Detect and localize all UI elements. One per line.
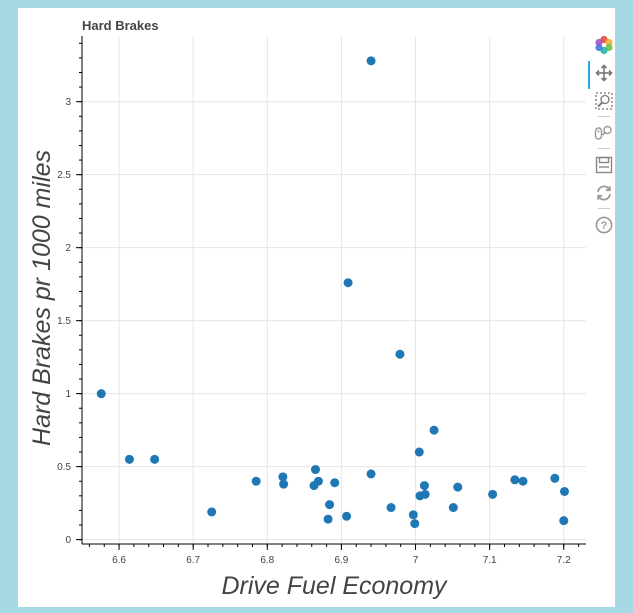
x-tick-label: 6.9 bbox=[334, 555, 348, 566]
data-point bbox=[323, 514, 333, 524]
box-zoom-icon[interactable] bbox=[594, 91, 614, 111]
reset-icon[interactable] bbox=[594, 183, 614, 203]
data-point bbox=[408, 510, 418, 520]
x-tick-label: 7 bbox=[413, 555, 419, 566]
data-point bbox=[559, 516, 569, 526]
data-point bbox=[453, 482, 463, 492]
x-tick-label: 6.6 bbox=[112, 555, 126, 566]
data-point bbox=[342, 511, 352, 521]
y-tick-label: 1.5 bbox=[57, 316, 71, 327]
svg-text:?: ? bbox=[601, 220, 608, 232]
data-point bbox=[310, 465, 320, 475]
data-point bbox=[395, 349, 405, 359]
save-icon[interactable] bbox=[594, 155, 614, 175]
y-tick-label: 2.5 bbox=[57, 170, 71, 181]
x-tick-label: 7.1 bbox=[483, 555, 497, 566]
plot-title: Hard Brakes bbox=[82, 18, 159, 33]
y-tick-label: 1 bbox=[65, 389, 71, 400]
chart: 6.6 6.7 6.8 6.9 7 7.1 7.2 0 0.5 1 1.5 2 2.5 3 Drive Fu… bbox=[28, 36, 586, 600]
pan-icon[interactable] bbox=[594, 63, 614, 83]
data-point bbox=[414, 447, 424, 457]
data-point bbox=[124, 454, 134, 464]
data-point bbox=[419, 481, 429, 491]
x-tick-label: 6.8 bbox=[260, 555, 274, 566]
data-point bbox=[96, 389, 106, 399]
data-point bbox=[150, 454, 160, 464]
y-tick-label: 0.5 bbox=[57, 462, 71, 473]
data-point bbox=[279, 479, 289, 489]
data-point bbox=[366, 469, 376, 479]
data-point bbox=[410, 519, 420, 529]
y-axis-label: Hard Brakes pr 1000 miles bbox=[28, 150, 56, 446]
data-point bbox=[366, 56, 376, 66]
plot-frame: Hard Brakes 6.6 6.7 6.8 6.9 7 7.1 7.2 0 0.5 1 1.5 2… bbox=[18, 8, 615, 607]
data-point bbox=[386, 503, 396, 513]
data-point bbox=[510, 475, 520, 485]
x-axis-label: Drive Fuel Economy bbox=[221, 572, 448, 600]
help-icon[interactable]: ? bbox=[594, 215, 614, 235]
y-tick-label: 0 bbox=[65, 535, 71, 546]
data-point bbox=[448, 503, 458, 513]
data-point bbox=[330, 478, 340, 488]
toolbar: ? bbox=[586, 34, 616, 234]
wheel-zoom-icon[interactable] bbox=[594, 123, 614, 143]
toolbar-separator bbox=[598, 208, 610, 209]
y-tick-label: 2 bbox=[65, 243, 71, 254]
toolbar-separator bbox=[598, 148, 610, 149]
x-tick-label: 7.2 bbox=[557, 555, 571, 566]
x-tick-label: 6.7 bbox=[186, 555, 200, 566]
data-point bbox=[518, 476, 528, 486]
active-tool-indicator bbox=[588, 61, 590, 89]
data-point bbox=[550, 473, 560, 483]
bokeh-logo-icon[interactable] bbox=[594, 35, 614, 55]
data-point bbox=[325, 500, 335, 510]
data-point bbox=[560, 486, 570, 496]
data-point bbox=[429, 425, 439, 435]
data-point bbox=[251, 476, 261, 486]
data-point bbox=[207, 507, 217, 517]
data-point bbox=[343, 278, 353, 288]
toolbar-separator bbox=[598, 116, 610, 117]
data-point bbox=[278, 472, 288, 482]
data-point bbox=[488, 489, 498, 499]
y-tick-label: 3 bbox=[65, 97, 71, 108]
data-point bbox=[313, 476, 323, 486]
data-point bbox=[420, 489, 430, 499]
